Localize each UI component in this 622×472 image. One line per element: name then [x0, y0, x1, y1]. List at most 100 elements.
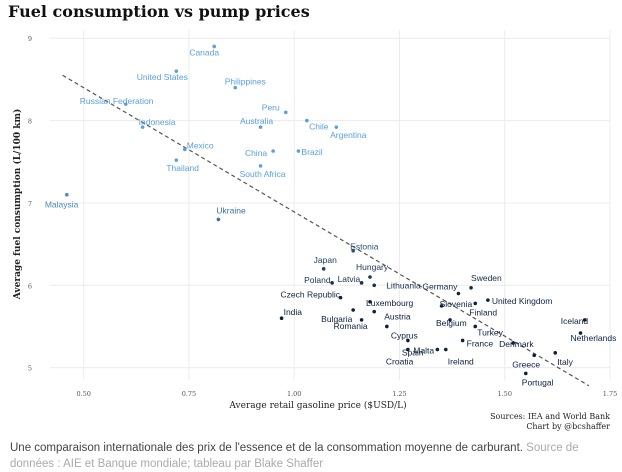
label-malaysia: Malaysia — [45, 200, 79, 210]
point-turkey — [473, 324, 478, 329]
x-tick-label: 1.50 — [497, 390, 511, 398]
label-luxembourg: Luxembourg — [366, 298, 414, 308]
x-tick-label: 0.50 — [76, 390, 90, 398]
point-iceland — [582, 318, 587, 322]
label-estonia: Estonia — [350, 242, 379, 252]
label-denmark: Denmark — [499, 339, 534, 349]
point-denmark — [511, 341, 515, 345]
label-portugal: Portugal — [522, 377, 554, 387]
label-russian-federation: Russian Federation — [80, 96, 154, 106]
figure-caption: Une comparaison internationale des prix … — [10, 440, 610, 472]
point-spain — [406, 338, 410, 343]
label-thailand: Thailand — [166, 163, 199, 173]
point-germany — [456, 291, 461, 296]
label-slovenia: Slovenia — [440, 299, 473, 309]
point-romania — [359, 318, 364, 322]
x-tick-label: 1.00 — [287, 390, 301, 398]
point-lithuania — [372, 283, 377, 288]
y-axis-label: Average fuel consumption (L/100 km) — [12, 109, 23, 301]
label-germany: Germany — [422, 282, 458, 292]
chart-title: Fuel consumption vs pump prices — [8, 2, 310, 21]
point-chile — [305, 118, 309, 123]
point-south-africa — [258, 164, 263, 168]
point-slovenia — [439, 304, 444, 308]
point-china — [271, 149, 275, 153]
point-sweden — [469, 285, 473, 290]
label-indonesia: Indonesia — [139, 117, 176, 127]
label-latvia: Latvia — [338, 274, 361, 284]
point-brazil — [296, 149, 301, 153]
point-portugal — [523, 371, 528, 376]
sources-note: Sources: IEA and World Bank Chart by @bc… — [490, 412, 610, 432]
point-bulgaria — [351, 308, 355, 312]
point-mexico — [182, 147, 187, 152]
label-finland: Finland — [469, 307, 497, 317]
point-united-states — [174, 69, 179, 73]
label-malta: Malta — [413, 346, 434, 356]
label-south-africa: South Africa — [240, 169, 286, 179]
label-spain: Spain — [402, 347, 424, 357]
label-mexico: Mexico — [187, 140, 214, 150]
label-united-kingdom: United Kingdom — [492, 296, 552, 306]
point-japan — [321, 267, 326, 271]
point-poland — [330, 281, 334, 285]
point-labels: Canada United States Philippines Russian Fe… — [45, 47, 617, 387]
x-tick-label: 0.75 — [182, 390, 196, 398]
point-malaysia — [65, 192, 69, 197]
y-tick-label: 5 — [28, 365, 32, 373]
label-ireland: Ireland — [448, 357, 474, 367]
x-tick-label: 1.25 — [392, 390, 406, 398]
point-belgium — [448, 318, 452, 322]
point-indonesia — [140, 125, 145, 129]
label-croatia: Croatia — [386, 357, 414, 367]
x-tick-label: 1.75 — [603, 390, 617, 398]
label-peru: Peru — [262, 102, 280, 112]
point-ukraine — [216, 217, 221, 222]
label-philippines: Philippines — [225, 77, 266, 87]
label-romania: Romania — [334, 321, 368, 331]
point-argentina — [334, 125, 339, 129]
point-czech-republic — [338, 295, 343, 300]
label-czech-republic: Czech Republic — [281, 290, 341, 300]
label-argentina: Argentina — [330, 130, 367, 140]
label-sweden: Sweden — [471, 273, 502, 283]
point-thailand — [174, 158, 179, 162]
data-points — [65, 44, 587, 376]
label-bulgaria: Bulgaria — [321, 314, 352, 324]
point-netherlands — [578, 331, 583, 335]
point-russian-federation — [123, 102, 128, 106]
point-austria — [372, 309, 377, 314]
label-turkey: Turkey — [477, 327, 503, 337]
point-united-kingdom — [486, 298, 490, 302]
label-lithuania: Lithuania — [386, 280, 421, 290]
label-france: France — [467, 338, 494, 348]
point-philippines — [233, 85, 238, 90]
x-axis-ticks: 0.50 0.75 1.00 1.25 1.50 1.75 — [76, 390, 617, 398]
label-cyprus: Cyprus — [391, 330, 418, 340]
y-tick-label: 6 — [28, 282, 32, 290]
x-axis-label: Average retail gasoline price ($USD/L) — [228, 400, 406, 411]
grid-lines — [50, 30, 611, 380]
label-japan: Japan — [314, 255, 337, 265]
label-united-states: United States — [137, 72, 188, 82]
point-greece — [532, 353, 537, 358]
label-india: India — [284, 307, 303, 317]
point-ireland — [443, 347, 448, 352]
point-france — [460, 338, 465, 343]
label-belgium: Belgium — [436, 318, 467, 328]
trend-line — [62, 74, 590, 387]
point-croatia — [406, 347, 410, 352]
sources-line: Sources: IEA and World Bank — [490, 412, 610, 421]
point-hungary — [368, 275, 372, 279]
chart-credit-line: Chart by @bcshaffer — [526, 422, 610, 431]
label-netherlands: Netherlands — [571, 333, 617, 343]
y-tick-label: 8 — [28, 118, 32, 126]
label-brazil: Brazil — [301, 147, 322, 157]
label-ukraine: Ukraine — [216, 205, 246, 215]
label-canada: Canada — [189, 47, 219, 57]
label-austria: Austria — [384, 312, 411, 322]
point-finland — [473, 301, 478, 306]
point-malta — [435, 347, 440, 352]
label-china: China — [245, 148, 267, 158]
label-australia: Australia — [240, 116, 273, 126]
